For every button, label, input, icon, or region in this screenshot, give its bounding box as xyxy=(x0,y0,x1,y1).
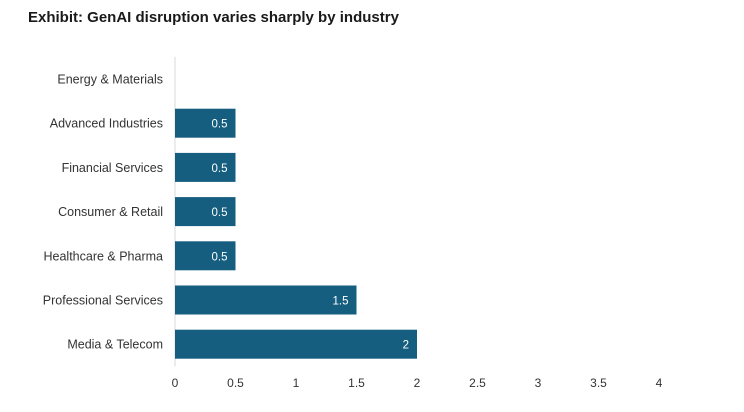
category-label: Advanced Industries xyxy=(50,117,163,131)
bar xyxy=(175,285,357,315)
x-tick-label: 0.5 xyxy=(227,376,244,390)
chart-title: Exhibit: GenAI disruption varies sharply… xyxy=(28,9,399,26)
category-label: Professional Services xyxy=(43,294,163,308)
x-tick-label: 3.5 xyxy=(590,376,607,390)
category-labels: Energy & Materials Advanced Industries Fin… xyxy=(43,73,163,352)
bar xyxy=(175,197,236,227)
x-tick-label: 4 xyxy=(656,376,663,390)
x-tick-label: 3 xyxy=(535,376,542,390)
bar xyxy=(175,152,236,182)
bars-group: 0.5 0.5 0.5 0.5 1.5 2 xyxy=(175,108,417,359)
bar xyxy=(175,329,417,359)
category-label: Media & Telecom xyxy=(67,338,163,352)
bar xyxy=(175,108,236,138)
x-tick-label: 2 xyxy=(414,376,421,390)
category-label: Financial Services xyxy=(62,161,163,175)
category-label: Consumer & Retail xyxy=(58,205,163,219)
data-label: 0.5 xyxy=(212,119,228,131)
x-tick-labels: 0 0.5 1 1.5 2 2.5 3 3.5 4 xyxy=(172,376,663,390)
x-tick-label: 1.5 xyxy=(348,376,365,390)
data-label: 1.5 xyxy=(333,296,349,308)
data-label: 0.5 xyxy=(212,207,228,219)
x-tick-label: 0 xyxy=(172,376,179,390)
data-label: 0.5 xyxy=(212,251,228,263)
data-label: 2 xyxy=(403,340,409,352)
data-label: 0.5 xyxy=(212,163,228,175)
x-tick-label: 2.5 xyxy=(469,376,486,390)
bar xyxy=(175,241,236,271)
category-label: Healthcare & Pharma xyxy=(43,249,163,263)
category-label: Energy & Materials xyxy=(57,73,163,87)
x-tick-label: 1 xyxy=(293,376,300,390)
